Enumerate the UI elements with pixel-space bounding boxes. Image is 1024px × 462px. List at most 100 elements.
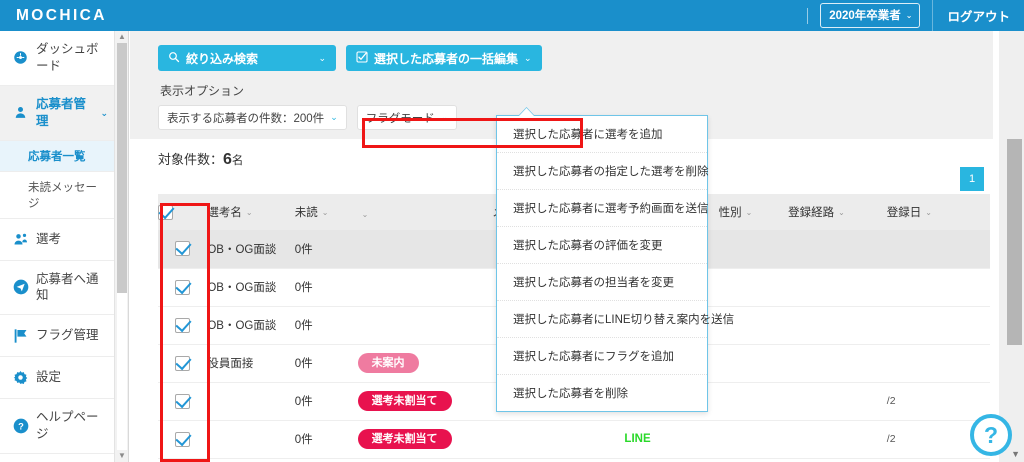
sidebar-scrollbar[interactable]: ▲ ▼ xyxy=(115,31,129,462)
cell-unread: 0件 xyxy=(294,382,358,421)
sidebar-item-label: ダッシュボード xyxy=(36,42,99,73)
cell-registration-date xyxy=(886,306,990,345)
row-checkbox[interactable] xyxy=(175,355,191,371)
graduation-year-select[interactable]: 2020年卒業者 ⌄ xyxy=(820,3,921,28)
scroll-down-arrow-icon[interactable]: ▼ xyxy=(1011,449,1020,459)
cell-registration-date xyxy=(886,230,990,269)
menu-item-6[interactable]: 選択した応募者にフラグを追加 xyxy=(497,338,707,375)
header-status[interactable]: ⌄ xyxy=(357,194,493,230)
cell-registration-route xyxy=(788,382,887,421)
top-bar: MOCHICA 2020年卒業者 ⌄ ログアウト xyxy=(0,0,1024,31)
sidebar-item-label: 選考 xyxy=(36,231,62,246)
gear-icon xyxy=(12,370,29,385)
sidebar-item-flag-management[interactable]: フラグ管理 xyxy=(0,315,114,358)
menu-item-2[interactable]: 選択した応募者に選考予約画面を送信 xyxy=(497,190,709,227)
header-label: 未読 xyxy=(294,207,318,219)
chevron-down-icon: ⌄ xyxy=(524,52,532,63)
scroll-up-arrow-icon[interactable]: ▲ xyxy=(118,32,126,41)
cell-gender xyxy=(718,382,789,421)
main-content: 絞り込み検索 ⌄ 選択した応募者の一括編集 ⌄ 表示オプション xyxy=(130,31,1024,462)
cell-gender xyxy=(718,420,789,459)
bulk-edit-button[interactable]: 選択した応募者の一括編集 ⌄ xyxy=(346,45,542,71)
sidebar-item-notify-applicants[interactable]: 応募者へ通知 xyxy=(0,261,114,316)
table-row[interactable]: 0件選考未割当て LINE/2 xyxy=(158,420,990,459)
menu-caret xyxy=(519,108,534,116)
sidebar-item-label: 設定 xyxy=(36,370,62,385)
sidebar-item-label: フラグ管理 xyxy=(36,328,99,343)
cell-gender xyxy=(718,230,789,269)
header-registration-route[interactable]: 登録経路 ⌄ xyxy=(788,194,887,230)
header-select-all[interactable] xyxy=(158,194,208,230)
chevron-down-icon: ⌄ xyxy=(100,107,108,118)
display-options-label: 表示オプション xyxy=(160,84,245,98)
menu-item-3[interactable]: 選択した応募者の評価を変更 xyxy=(497,227,707,264)
header-registration-date[interactable]: 登録日 ⌄ xyxy=(886,194,990,230)
chevron-down-icon: ⌄ xyxy=(925,207,932,217)
chevron-down-icon: ⌄ xyxy=(440,112,449,122)
cell-selection-name: OB・OG面談 xyxy=(207,306,295,345)
cell-gender xyxy=(718,268,789,307)
pagination-page-1[interactable]: 1 xyxy=(960,167,984,191)
sidebar-item-unread-messages[interactable]: 未読メッセージ xyxy=(0,172,114,219)
menu-item-0[interactable]: 選択した応募者に選考を追加 xyxy=(497,116,707,153)
cell-selection-name: OB・OG面談 xyxy=(207,268,295,307)
row-checkbox-cell xyxy=(158,382,208,421)
cell-registration-date xyxy=(886,344,990,383)
row-checkbox[interactable] xyxy=(175,279,191,295)
target-count-number: 6 xyxy=(223,151,232,168)
cell-registration-route xyxy=(788,268,887,307)
status-badge: 選考未割当て xyxy=(357,390,452,412)
row-checkbox[interactable] xyxy=(175,241,191,257)
filter-search-button[interactable]: 絞り込み検索 ⌄ xyxy=(158,45,336,71)
status-badge: 未案内 xyxy=(357,352,419,374)
cell-registration-date xyxy=(886,268,990,307)
sidebar-item-help-page[interactable]: ? ヘルプページ xyxy=(0,399,114,454)
cell-gender xyxy=(718,344,789,383)
sidebar-item-selection[interactable]: 選考 xyxy=(0,219,114,261)
sidebar-item-applicant-list[interactable]: 応募者一覧 xyxy=(0,140,114,172)
question-icon: ? xyxy=(12,418,29,434)
svg-text:?: ? xyxy=(18,422,24,432)
select-all-checkbox[interactable] xyxy=(158,204,173,220)
help-button[interactable]: ? xyxy=(970,414,1012,456)
row-checkbox-cell xyxy=(158,306,208,345)
cell-registration-route xyxy=(788,230,887,269)
chevron-down-icon: ⌄ xyxy=(330,112,338,122)
top-bar-right: 2020年卒業者 ⌄ ログアウト xyxy=(807,0,1024,31)
menu-item-4[interactable]: 選択した応募者の担当者を変更 xyxy=(497,264,707,301)
sidebar-item-label: 応募者へ通知 xyxy=(36,271,99,303)
header-label: 登録日 xyxy=(886,207,922,219)
users-icon xyxy=(12,232,29,247)
user-icon xyxy=(12,105,29,120)
menu-item-5[interactable]: 選択した応募者にLINE切り替え案内を送信 xyxy=(497,301,734,338)
flag-icon xyxy=(12,328,29,344)
send-icon xyxy=(12,279,29,295)
header-unread[interactable]: 未読 ⌄ xyxy=(294,194,358,230)
scroll-down-arrow-icon[interactable]: ▼ xyxy=(118,451,126,460)
content-scrollbar[interactable]: ▼ xyxy=(993,31,1024,462)
menu-item-7[interactable]: 選択した応募者を削除 xyxy=(513,388,628,400)
sidebar-item-dashboard[interactable]: ダッシュボード xyxy=(0,31,114,86)
cell-unread: 0件 xyxy=(294,344,358,383)
header-gender[interactable]: 性別 ⌄ xyxy=(718,194,789,230)
logout-button[interactable]: ログアウト xyxy=(947,10,1010,24)
chevron-down-icon: ⌄ xyxy=(361,209,369,219)
menu-item-1[interactable]: 選択した応募者の指定した選考を削除 xyxy=(497,153,709,190)
sidebar-item-settings[interactable]: 設定 xyxy=(0,357,114,400)
header-selection-name[interactable]: 選考名 ⌄ xyxy=(207,194,295,230)
status-badge: 選考未割当て xyxy=(357,428,452,450)
row-checkbox[interactable] xyxy=(175,431,191,447)
row-checkbox[interactable] xyxy=(175,317,191,333)
applicant-count-select[interactable]: 表示する応募者の件数：200件 ⌄ xyxy=(158,105,347,130)
content-scrollbar-thumb[interactable] xyxy=(1007,139,1022,345)
flag-mode-select[interactable]: フラグモード ⌄ xyxy=(356,105,458,130)
cell-selection-name: 役員面接 xyxy=(207,344,295,383)
row-checkbox[interactable] xyxy=(175,393,191,409)
sidebar-scrollbar-thumb[interactable] xyxy=(117,43,127,293)
divider xyxy=(932,0,934,31)
search-icon xyxy=(168,51,180,66)
sidebar-item-applicant-management[interactable]: 応募者管理 ⌄ xyxy=(0,85,114,141)
cell-status xyxy=(357,230,493,269)
cell-selection-name xyxy=(207,382,295,421)
sidebar-item-label: 応募者管理 xyxy=(36,96,87,128)
